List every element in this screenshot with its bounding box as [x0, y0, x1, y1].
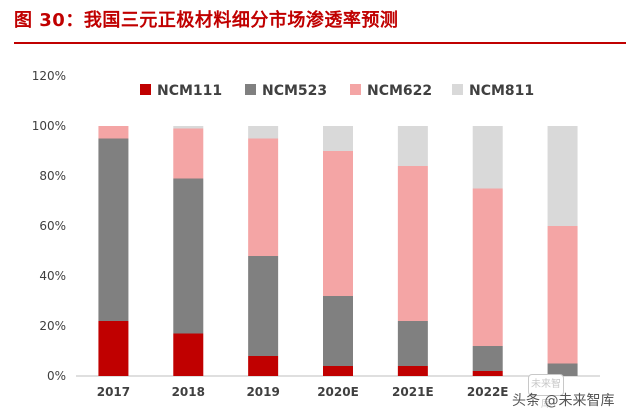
legend-swatch-ncm811 — [452, 84, 463, 95]
bar-ncm111-2020e — [323, 366, 353, 376]
y-tick-label: 60% — [39, 219, 66, 233]
legend-swatch-ncm111 — [140, 84, 151, 95]
watermark-logo: 未来智库 — [528, 374, 564, 410]
bar-ncm811-2018 — [173, 126, 204, 129]
bar-ncm811-2021e — [397, 126, 428, 166]
bar-ncm523-2018 — [173, 178, 204, 334]
bar-ncm622-2023e — [547, 226, 578, 364]
bar-ncm523-2020e — [323, 296, 353, 366]
bar-ncm811-2019 — [248, 126, 279, 139]
legend-label-ncm811: NCM811 — [469, 83, 534, 99]
bar-ncm111-2019 — [248, 356, 279, 376]
bar-ncm523-2021e — [397, 321, 428, 366]
legend-label-ncm111: NCM111 — [157, 83, 222, 99]
y-tick-label: 0% — [47, 369, 66, 383]
bar-ncm622-2022e — [472, 188, 503, 346]
legend-swatch-ncm523 — [245, 84, 256, 95]
bar-ncm523-2023e — [547, 363, 578, 376]
bar-ncm111-2022e — [472, 371, 503, 376]
title-underline — [14, 42, 626, 44]
bar-ncm622-2018 — [173, 128, 204, 179]
bar-ncm622-2019 — [248, 138, 279, 256]
x-tick-label: 2021E — [392, 385, 434, 399]
bar-ncm523-2017 — [98, 138, 129, 321]
x-tick-label: 2022E — [467, 385, 509, 399]
bar-ncm811-2023e — [547, 126, 578, 226]
y-tick-label: 100% — [32, 119, 66, 133]
y-tick-label: 120% — [32, 69, 66, 83]
bar-ncm523-2022e — [472, 346, 503, 371]
bar-ncm111-2021e — [397, 366, 428, 376]
x-tick-label: 2020E — [317, 385, 359, 399]
bar-ncm811-2022e — [472, 126, 503, 189]
x-tick-label: 2017 — [97, 385, 130, 399]
legend-label-ncm523: NCM523 — [262, 83, 327, 99]
x-tick-label: 2019 — [246, 385, 279, 399]
chart-title: 图 30：我国三元正极材料细分市场渗透率预测 — [14, 10, 399, 31]
bar-ncm111-2018 — [173, 333, 204, 376]
legend-swatch-ncm622 — [350, 84, 361, 95]
y-tick-label: 80% — [39, 169, 66, 183]
bar-ncm622-2020e — [323, 151, 353, 296]
x-tick-label: 2018 — [172, 385, 205, 399]
bar-ncm622-2017 — [98, 126, 129, 139]
legend-label-ncm622: NCM622 — [367, 83, 432, 99]
bar-ncm622-2021e — [397, 166, 428, 321]
bar-ncm523-2019 — [248, 256, 279, 356]
watermark-text: 头条 @未来智库 — [512, 393, 615, 409]
y-tick-label: 20% — [39, 319, 66, 333]
bar-ncm811-2020e — [323, 126, 353, 151]
y-tick-label: 40% — [39, 269, 66, 283]
bar-ncm111-2017 — [98, 321, 129, 376]
